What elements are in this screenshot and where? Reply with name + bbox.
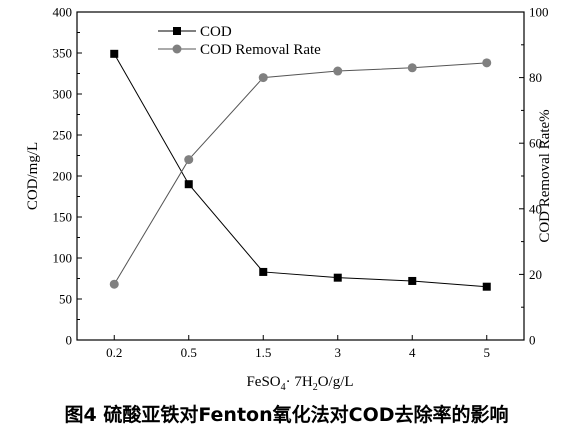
left-tick-label: 50 <box>59 292 72 307</box>
cod-point <box>333 273 342 282</box>
left-tick-label: 300 <box>53 87 73 102</box>
x-tick-label: 1.5 <box>255 345 271 360</box>
cod-point <box>259 267 268 276</box>
left-tick-label: 200 <box>53 169 73 184</box>
legend-marker-cod-removal-rate <box>172 44 182 54</box>
left-tick-label: 100 <box>53 251 73 266</box>
x-tick-label: 4 <box>409 345 416 360</box>
cod-removal-rate-point <box>333 66 343 76</box>
cod-line <box>113 53 487 288</box>
cod-point <box>408 276 417 285</box>
x-axis-title-part: FeSO <box>246 374 280 390</box>
right-tick-label: 40 <box>529 201 542 216</box>
right-tick-label: 80 <box>529 70 542 85</box>
cod-removal-rate-point <box>184 155 194 165</box>
x-tick-label: 0.5 <box>181 345 197 360</box>
legend: COD COD Removal Rate <box>158 24 321 58</box>
x-tick-label: 3 <box>335 345 342 360</box>
right-tick-label: 0 <box>529 333 536 348</box>
cod-removal-rate-point <box>482 58 492 68</box>
plot-frame <box>76 11 525 341</box>
series-layer <box>109 49 492 291</box>
x-axis-title-part: · 7H <box>286 374 313 390</box>
legend-label-cod: COD <box>200 24 232 40</box>
chart: 0 50 100 150 200 250 300 350 400 0 20 40 60 80 100 0.… <box>25 5 553 394</box>
cod-removal-rate-line <box>113 62 487 285</box>
y-axis-left-title: COD/mg/L <box>25 142 41 210</box>
figure-caption: 图4 硫酸亚铁对Fenton氧化法对COD去除率的影响 <box>64 404 509 426</box>
x-axis: 0.2 0.5 1.5 3 4 5 <box>106 335 490 360</box>
left-tick-label: 250 <box>53 128 73 143</box>
x-tick-label: 0.2 <box>106 345 122 360</box>
x-axis-title-part: O/g/L <box>318 374 354 390</box>
cod-removal-rate-point <box>109 279 119 289</box>
right-tick-label: 20 <box>529 267 542 282</box>
legend-label-cod-removal-rate: COD Removal Rate <box>200 42 321 58</box>
left-tick-label: 150 <box>53 210 73 225</box>
left-tick-label: 350 <box>53 46 73 61</box>
left-tick-label: 0 <box>66 333 73 348</box>
x-axis-title: FeSO4· 7H2O/g/L <box>246 374 353 393</box>
cod-removal-rate-point <box>407 63 417 73</box>
legend-marker-cod <box>173 27 181 35</box>
left-axis: 0 50 100 150 200 250 300 350 400 <box>53 5 82 348</box>
x-tick-label: 5 <box>484 345 491 360</box>
plot-border <box>76 11 525 341</box>
left-tick-label: 400 <box>53 5 73 20</box>
cod-removal-rate-point <box>258 73 268 83</box>
right-tick-label: 60 <box>529 136 542 151</box>
right-tick-label: 100 <box>529 5 549 20</box>
cod-point <box>110 49 119 58</box>
right-axis: 0 20 40 60 80 100 <box>519 5 549 348</box>
cod-point <box>184 180 193 189</box>
cod-point <box>482 282 491 291</box>
y-axis-right-title: COD Removal Rate% <box>537 109 553 242</box>
x-axis-title-subscript: 2 <box>313 382 318 393</box>
x-axis-title-subscript: 4 <box>281 382 286 393</box>
